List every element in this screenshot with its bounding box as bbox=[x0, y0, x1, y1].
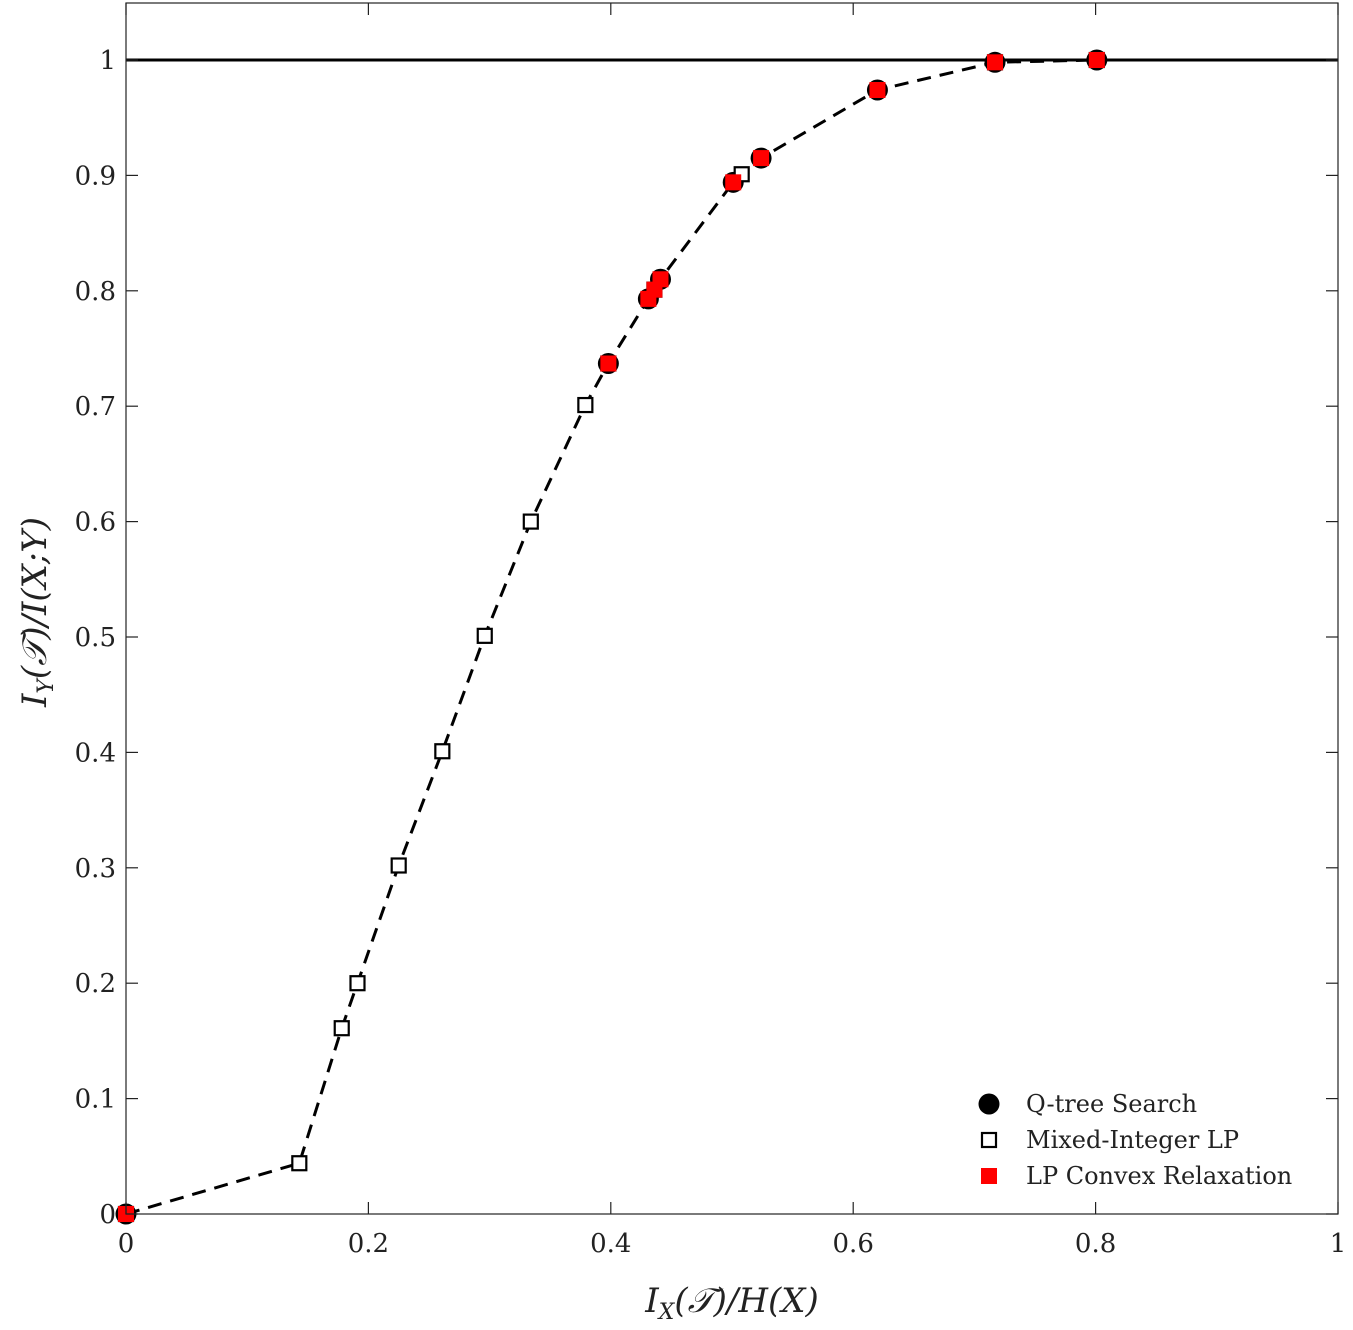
y-tick-label: 0.2 bbox=[75, 969, 116, 999]
plot-background bbox=[126, 3, 1338, 1214]
legend-marker bbox=[978, 1093, 1000, 1115]
mixed-integer-lp-point bbox=[434, 743, 451, 760]
legend-item-q-tree-search: Q-tree Search bbox=[978, 1090, 1197, 1118]
mixed-integer-lp-point bbox=[333, 1020, 350, 1037]
x-tick-label: 0.6 bbox=[833, 1229, 874, 1259]
plot-frame bbox=[125, 2, 1339, 1215]
lp-convex-relaxation-point bbox=[987, 54, 1004, 71]
mixed-integer-lp-point bbox=[390, 857, 407, 874]
mixed-integer-lp-point bbox=[349, 975, 366, 992]
y-tick-label: 0.7 bbox=[75, 392, 116, 422]
mixed-integer-lp-point bbox=[476, 627, 493, 644]
legend-label: LP Convex Relaxation bbox=[1026, 1162, 1292, 1190]
y-tick-label: 0.1 bbox=[75, 1085, 116, 1115]
mixed-integer-lp-point bbox=[522, 513, 539, 530]
lp-convex-relaxation-point bbox=[725, 174, 742, 191]
x-tick-label: 1 bbox=[1330, 1229, 1347, 1259]
mixed-integer-lp-point bbox=[291, 1155, 308, 1172]
y-tick-label: 0.6 bbox=[75, 508, 116, 538]
y-tick-label: 0.9 bbox=[75, 161, 116, 191]
legend-label: Mixed-Integer LP bbox=[1026, 1126, 1239, 1154]
y-tick-label: 0.5 bbox=[75, 623, 116, 653]
legend-item-lp-convex-relaxation: LP Convex Relaxation bbox=[981, 1162, 1292, 1190]
legend-label: Q-tree Search bbox=[1026, 1090, 1197, 1118]
y-tick-label: 0.3 bbox=[75, 854, 116, 884]
legend-marker bbox=[980, 1131, 998, 1149]
y-tick-label: 0.4 bbox=[75, 738, 116, 768]
lp-convex-relaxation-point bbox=[600, 355, 617, 372]
lp-convex-relaxation-points bbox=[118, 52, 1105, 1222]
x-tick-label: 0.4 bbox=[590, 1229, 631, 1259]
lp-convex-relaxation-point bbox=[652, 271, 669, 288]
x-tick-label: 0.8 bbox=[1075, 1229, 1116, 1259]
lp-convex-relaxation-point bbox=[753, 150, 770, 167]
y-tick-label: 0.8 bbox=[75, 277, 116, 307]
y-tick-label: 1 bbox=[99, 46, 116, 76]
legend-marker bbox=[981, 1168, 997, 1184]
y-tick-label: 0 bbox=[99, 1200, 116, 1230]
legend-item-mixed-integer-lp: Mixed-Integer LP bbox=[980, 1126, 1239, 1154]
lp-convex-relaxation-point bbox=[869, 82, 886, 99]
x-tick-label: 0 bbox=[118, 1229, 135, 1259]
x-tick-label: 0.2 bbox=[348, 1229, 389, 1259]
lp-convex-relaxation-point bbox=[1088, 52, 1105, 68]
y-axis-title: IY(𝒯)/I(X;Y) bbox=[15, 517, 59, 708]
legend: Q-tree Search Mixed-Integer LP LP Convex R… bbox=[978, 1090, 1292, 1190]
mixed-integer-lp-point bbox=[577, 396, 594, 414]
x-axis-title: IX(𝒯)/H(X) bbox=[644, 1281, 819, 1325]
tick-layer: 0 0.2 0.4 0.6 0.8 1 0 0.1 0.2 0.3 0.4 0.5 0.6 0.7 0.8 0… bbox=[75, 3, 1347, 1259]
